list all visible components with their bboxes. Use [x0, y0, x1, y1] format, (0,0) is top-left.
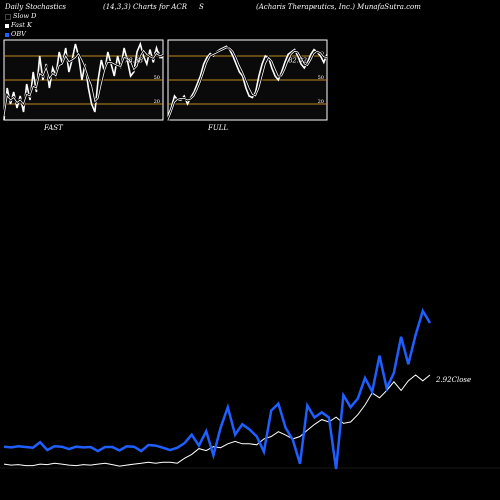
legend-swatch	[5, 13, 11, 20]
legend: Slow D Fast K OBV	[5, 12, 36, 39]
legend-label: OBV	[11, 30, 26, 38]
level-tick-label: 20	[318, 99, 324, 105]
close-suffix: Close	[452, 376, 472, 384]
legend-swatch	[5, 23, 9, 28]
legend-swatch	[5, 32, 9, 37]
series-line-full-k	[167, 45, 328, 117]
level-tick-label: 20	[154, 99, 160, 105]
chart-header-params: (14,3,3) Charts for ACR	[103, 3, 188, 11]
legend-item: OBV	[5, 30, 36, 39]
current-value-label: 78.38	[124, 56, 143, 64]
level-tick-label: 50	[318, 75, 324, 81]
obv-line	[3, 307, 432, 470]
close-value-label: 2.92Close	[435, 376, 471, 384]
chart-header-tag: S	[199, 3, 204, 11]
current-value-label: 82.02	[288, 56, 307, 64]
panel-title: FULL	[207, 124, 228, 132]
legend-item: Fast K	[5, 21, 36, 30]
chart-header-left: Daily Stochastics	[5, 3, 67, 11]
legend-label: Fast K	[11, 21, 32, 29]
series-line-slow-d	[3, 49, 164, 117]
level-tick-label: 50	[154, 75, 160, 81]
panel-title: FAST	[43, 124, 64, 132]
close-price-line	[3, 374, 431, 467]
legend-label: Slow D	[13, 12, 37, 20]
series-line-full-d	[167, 47, 328, 121]
close-value: 2.92	[435, 376, 452, 384]
legend-item: Slow D	[5, 12, 36, 21]
chart-header-company: (Acharis Therapeutics, Inc.) MunafaSutra…	[256, 3, 421, 11]
